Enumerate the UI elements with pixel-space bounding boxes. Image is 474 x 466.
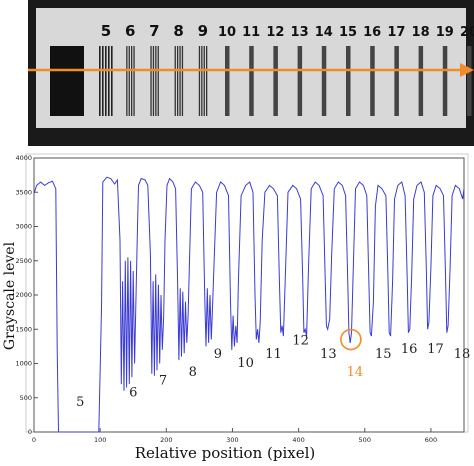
bar (131, 46, 133, 116)
y-tick-labels: 0 500 1000 1500 2000 2500 3000 3500 4000 (15, 154, 32, 436)
bar (150, 46, 152, 116)
y-tick-label: 3000 (15, 223, 32, 231)
y-axis-label: Grayscale level (2, 241, 18, 350)
bar (174, 46, 176, 116)
group-number-12: 12 (266, 25, 284, 40)
y-tick-label: 2000 (15, 291, 32, 299)
y-tick-label: 1500 (15, 325, 32, 333)
group-number-16: 16 (363, 25, 381, 40)
bar (126, 46, 128, 116)
bar (467, 46, 472, 116)
group-label-12: 12 (292, 333, 309, 348)
bar (128, 46, 130, 116)
y-tick-label: 4000 (15, 154, 32, 162)
bar (108, 46, 110, 116)
bar (346, 46, 351, 116)
group-label-17: 17 (427, 342, 444, 357)
group-number-14: 14 (315, 25, 333, 40)
group-14-highlight-circle (340, 328, 362, 351)
group-number-17: 17 (387, 25, 405, 40)
x-tick-label: 200 (160, 436, 172, 444)
bar (133, 46, 135, 116)
group-number-13: 13 (291, 25, 309, 40)
bar (206, 46, 208, 116)
group-number-6: 6 (125, 22, 135, 40)
group-number-11: 11 (242, 25, 260, 40)
group-label-16: 16 (401, 342, 418, 357)
bar (394, 46, 399, 116)
y-tick-label: 0 (28, 428, 32, 436)
x-tick-label: 400 (292, 436, 304, 444)
x-tick-label: 600 (425, 436, 437, 444)
bar (157, 46, 159, 116)
scan-line-arrowhead (460, 63, 474, 77)
y-tick-label: 1000 (15, 360, 32, 368)
bar (198, 46, 201, 116)
group-number-7: 7 (149, 22, 159, 40)
group-label-11: 11 (265, 347, 282, 362)
group-labels: 5 6 7 8 9 10 11 12 13 14 15 16 17 18 (76, 333, 470, 410)
bar (225, 46, 230, 116)
bar (249, 46, 254, 116)
group-label-9: 9 (214, 347, 222, 362)
group-number-15: 15 (339, 25, 357, 40)
bar (179, 46, 181, 116)
bar (370, 46, 375, 116)
bar (297, 46, 303, 116)
group-number-5: 5 (101, 22, 111, 40)
group-label-7: 7 (159, 374, 167, 389)
x-tick-label: 0 (32, 436, 36, 444)
group-label-10: 10 (237, 356, 254, 371)
group-label-14: 14 (347, 365, 364, 380)
bar (203, 46, 205, 116)
y-tick-label: 3500 (15, 188, 32, 196)
group-label-18: 18 (454, 347, 471, 362)
group-number-labels: 5 6 7 8 9 10 11 12 13 14 15 16 17 18 19 20 (101, 22, 474, 40)
x-tick-label: 100 (94, 436, 106, 444)
group-number-18: 18 (412, 25, 430, 40)
test-target-photo: 5 6 7 8 9 10 11 12 13 14 15 16 17 18 19 20 (28, 0, 474, 146)
group-number-20: 20 (460, 25, 474, 40)
bar (102, 46, 104, 116)
group-label-13: 13 (320, 347, 337, 362)
group-number-10: 10 (218, 25, 236, 40)
group-label-8: 8 (189, 365, 197, 380)
group-label-15: 15 (375, 347, 392, 362)
grayscale-profile-line (33, 176, 465, 433)
bar-groups (99, 46, 472, 116)
bar (155, 46, 157, 116)
bar (418, 46, 424, 116)
group-number-8: 8 (173, 22, 183, 40)
x-tick-label: 500 (359, 436, 371, 444)
bar (177, 46, 179, 116)
bar (181, 46, 184, 116)
bar (201, 46, 203, 116)
group-label-5: 5 (76, 395, 84, 410)
bar (273, 46, 278, 116)
group-5-block (50, 46, 84, 116)
grayscale-profile-chart: 0 100 200 300 400 500 600 0 500 1000 1500 2000 2500… (2, 153, 470, 462)
bar (111, 46, 113, 116)
chart-panel (25, 153, 469, 433)
bar (321, 46, 327, 116)
group-number-9: 9 (198, 22, 208, 40)
axis-ticks (33, 157, 432, 433)
bar (442, 46, 448, 116)
group-number-19: 19 (436, 25, 454, 40)
bar (105, 46, 107, 116)
y-tick-label: 2500 (15, 257, 32, 265)
x-tick-label: 300 (226, 436, 238, 444)
bar (152, 46, 155, 116)
group-label-6: 6 (129, 385, 137, 400)
x-tick-labels: 0 100 200 300 400 500 600 (32, 436, 437, 444)
bar (99, 46, 101, 116)
y-tick-label: 500 (20, 394, 32, 402)
x-axis-label: Relative position (pixel) (135, 444, 316, 462)
